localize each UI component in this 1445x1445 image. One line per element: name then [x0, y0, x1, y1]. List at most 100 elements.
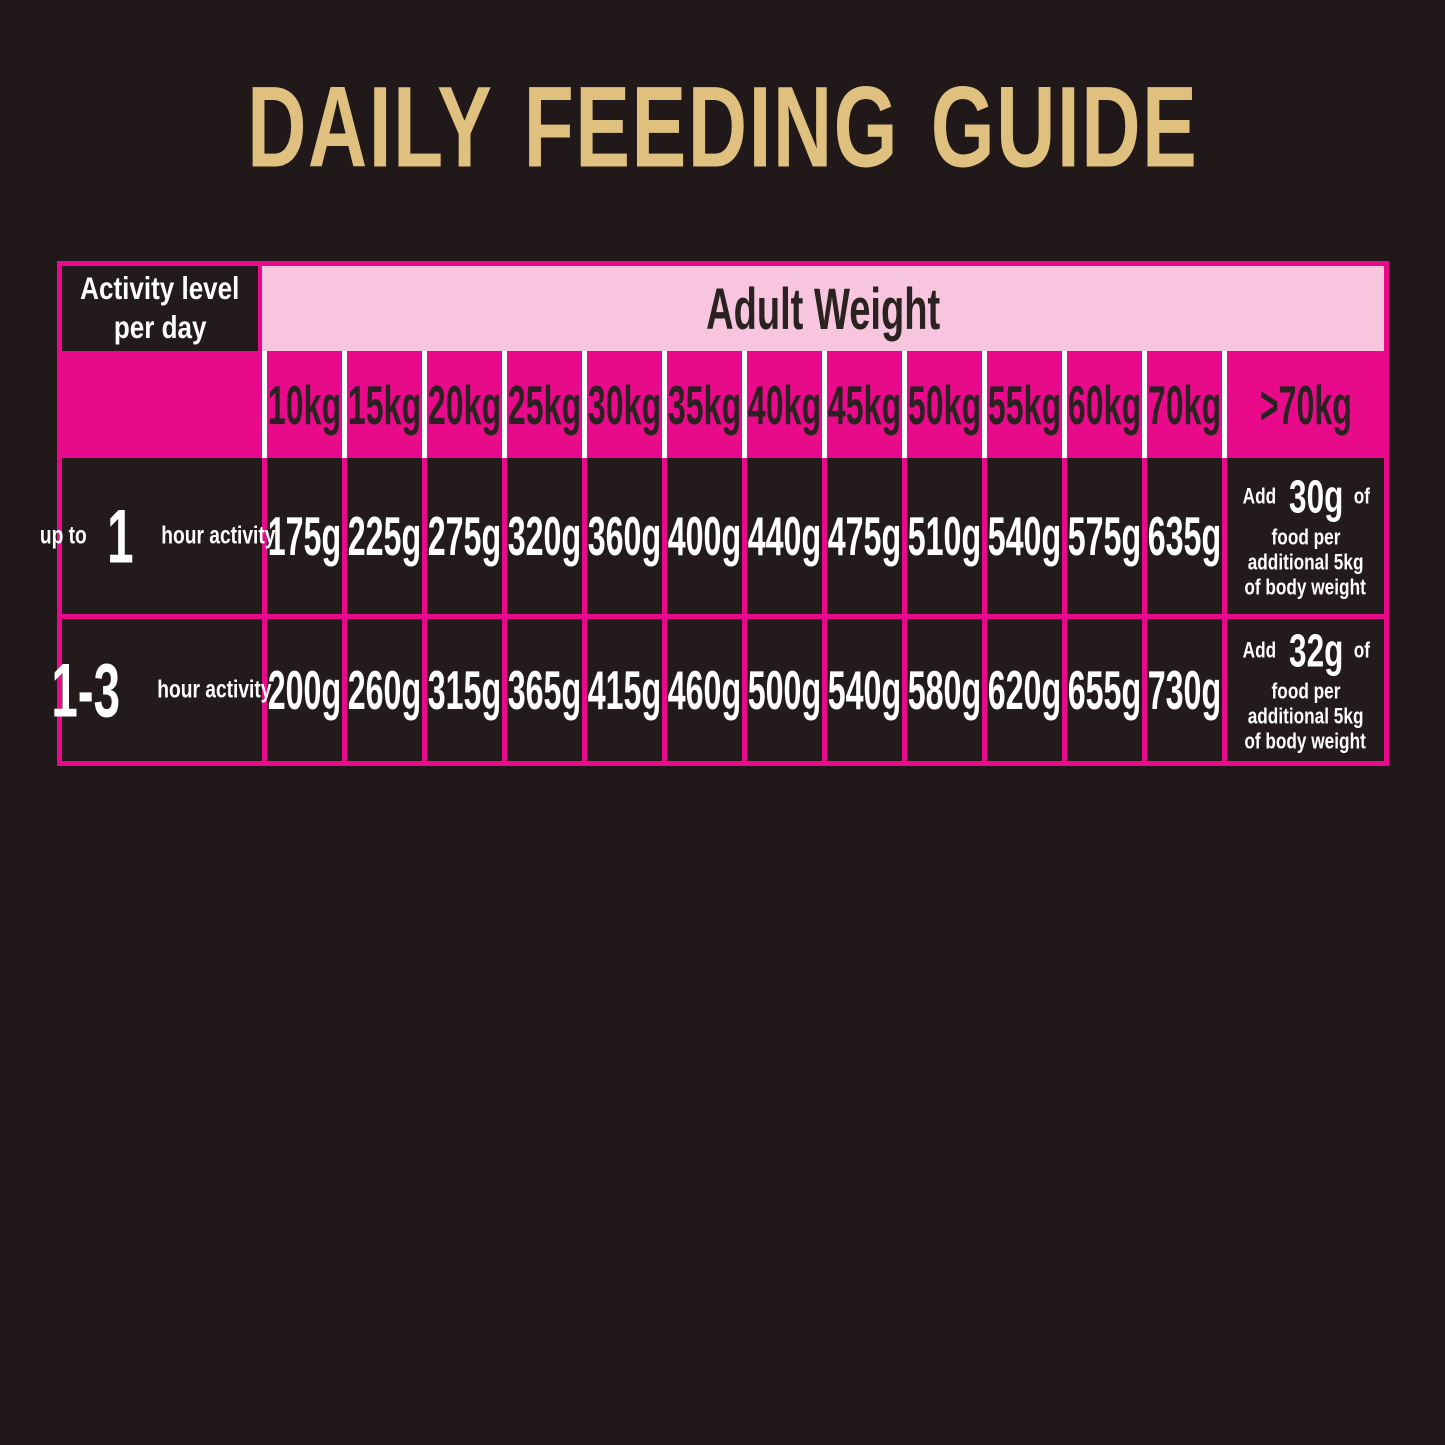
feeding-amount: 620g	[987, 659, 1062, 721]
feeding-amount: 315g	[427, 659, 502, 721]
value-cell: 320g	[502, 458, 582, 614]
note-of-label: of	[1353, 637, 1371, 663]
corner-header-line2: per day	[113, 309, 207, 345]
weight-label: 35kg	[667, 373, 742, 436]
note-line-3: additional 5kg	[1235, 549, 1376, 575]
note-text: additional 5kg	[1247, 549, 1364, 575]
row-label-hours: 1	[106, 493, 134, 579]
activity-row-1-3-hours: 1-3 hour activity 200g 260g 315g 365g 41…	[52, 614, 1384, 761]
note-text: additional 5kg	[1247, 703, 1364, 729]
title-bar: DAILY FEEDING GUIDE	[0, 69, 1445, 184]
value-cell: 415g	[582, 619, 662, 761]
feeding-amount: 415g	[587, 659, 662, 721]
feeding-amount: 635g	[1147, 505, 1222, 567]
value-cell: 635g	[1142, 458, 1222, 614]
note-amount: 30g	[1288, 470, 1344, 522]
weight-header-45kg: 45kg	[822, 351, 902, 458]
value-cell: 730g	[1142, 619, 1222, 761]
note-line-1: Add 30g of	[1239, 470, 1372, 522]
note-text: food per	[1271, 678, 1340, 704]
weight-label: 70kg	[1147, 373, 1222, 436]
weight-label: 40kg	[747, 373, 822, 436]
feeding-amount: 175g	[267, 505, 342, 567]
weight-header-10kg: 10kg	[262, 351, 342, 458]
weight-header-20kg: 20kg	[422, 351, 502, 458]
weight-header-25kg: 25kg	[502, 351, 582, 458]
weight-label: 10kg	[267, 373, 342, 436]
weight-label: 25kg	[507, 373, 582, 436]
weight-label: 30kg	[587, 373, 662, 436]
extra-weight-note-row1: Add 30g of food per additional 5kg of bo…	[1222, 458, 1384, 614]
weight-label: 45kg	[827, 373, 902, 436]
row-label-suffix: hour activity	[157, 675, 272, 704]
feeding-amount: 225g	[347, 505, 422, 567]
weight-header-50kg: 50kg	[902, 351, 982, 458]
value-cell: 260g	[342, 619, 422, 761]
weight-header-70kg: 70kg	[1142, 351, 1222, 458]
header-row: Activity level per day Adult Weight	[62, 266, 1384, 351]
value-cell: 655g	[1062, 619, 1142, 761]
weight-header-60kg: 60kg	[1062, 351, 1142, 458]
row-label-prefix: up to	[39, 521, 87, 550]
activity-row-up-to-1-hour: up to 1 hour activity 175g 225g 275g 320…	[40, 458, 1384, 614]
adult-weight-header-label: Adult Weight	[705, 275, 941, 342]
value-cell: 580g	[902, 619, 982, 761]
note-line-1: Add 32g of	[1239, 624, 1372, 676]
weight-header-over-70kg: >70kg	[1222, 351, 1384, 458]
note-text: food per	[1271, 524, 1340, 550]
value-cell: 275g	[422, 458, 502, 614]
feeding-amount: 475g	[827, 505, 902, 567]
note-line-4: of body weight	[1231, 728, 1379, 754]
weight-row-spacer	[62, 351, 262, 458]
value-cell: 360g	[582, 458, 662, 614]
feeding-amount: 510g	[907, 505, 982, 567]
note-line-4: of body weight	[1231, 574, 1379, 600]
weight-label: 55kg	[987, 373, 1062, 436]
value-cell: 620g	[982, 619, 1062, 761]
adult-weight-header-cell: Adult Weight	[262, 266, 1384, 351]
feeding-amount: 360g	[587, 505, 662, 567]
note-amount: 32g	[1288, 624, 1344, 676]
value-cell: 315g	[422, 619, 502, 761]
value-cell: 475g	[822, 458, 902, 614]
value-cell: 575g	[1062, 458, 1142, 614]
weight-label: 15kg	[347, 373, 422, 436]
note-text: of body weight	[1244, 728, 1367, 754]
feeding-amount: 730g	[1147, 659, 1222, 721]
feeding-amount: 320g	[507, 505, 582, 567]
row-label-hours: 1-3	[51, 647, 121, 733]
note-text: of body weight	[1244, 574, 1367, 600]
value-cell: 540g	[982, 458, 1062, 614]
feeding-amount: 580g	[907, 659, 982, 721]
feeding-guide-table: Activity level per day Adult Weight 10kg…	[40, 261, 1389, 766]
extra-weight-note-row2: Add 32g of food per additional 5kg of bo…	[1222, 619, 1384, 761]
feeding-amount: 500g	[747, 659, 822, 721]
feeding-amount: 260g	[347, 659, 422, 721]
row-label-suffix: hour activity	[161, 521, 276, 550]
note-of-label: of	[1353, 483, 1371, 509]
feeding-amount: 275g	[427, 505, 502, 567]
feeding-amount: 575g	[1067, 505, 1142, 567]
value-cell: 175g	[262, 458, 342, 614]
note-add-label: Add	[1242, 637, 1277, 663]
feeding-amount: 440g	[747, 505, 822, 567]
corner-header-line1: Activity level	[80, 270, 240, 307]
activity-level-corner-header: Activity level per day	[62, 266, 262, 351]
weight-header-30kg: 30kg	[582, 351, 662, 458]
feeding-amount: 400g	[667, 505, 742, 567]
feeding-amount: 365g	[507, 659, 582, 721]
feeding-amount: 460g	[667, 659, 742, 721]
weight-header-40kg: 40kg	[742, 351, 822, 458]
value-cell: 500g	[742, 619, 822, 761]
row-label-up-to-1-hour: up to 1 hour activity	[40, 458, 276, 614]
value-cell: 200g	[262, 619, 342, 761]
weight-label: >70kg	[1259, 373, 1352, 436]
feeding-amount: 540g	[987, 505, 1062, 567]
feeding-amount: 655g	[1067, 659, 1142, 721]
row-label-1-3-hours: 1-3 hour activity	[52, 619, 271, 761]
value-cell: 440g	[742, 458, 822, 614]
page-title: DAILY FEEDING GUIDE	[246, 62, 1199, 192]
value-cell: 510g	[902, 458, 982, 614]
weight-header-55kg: 55kg	[982, 351, 1062, 458]
